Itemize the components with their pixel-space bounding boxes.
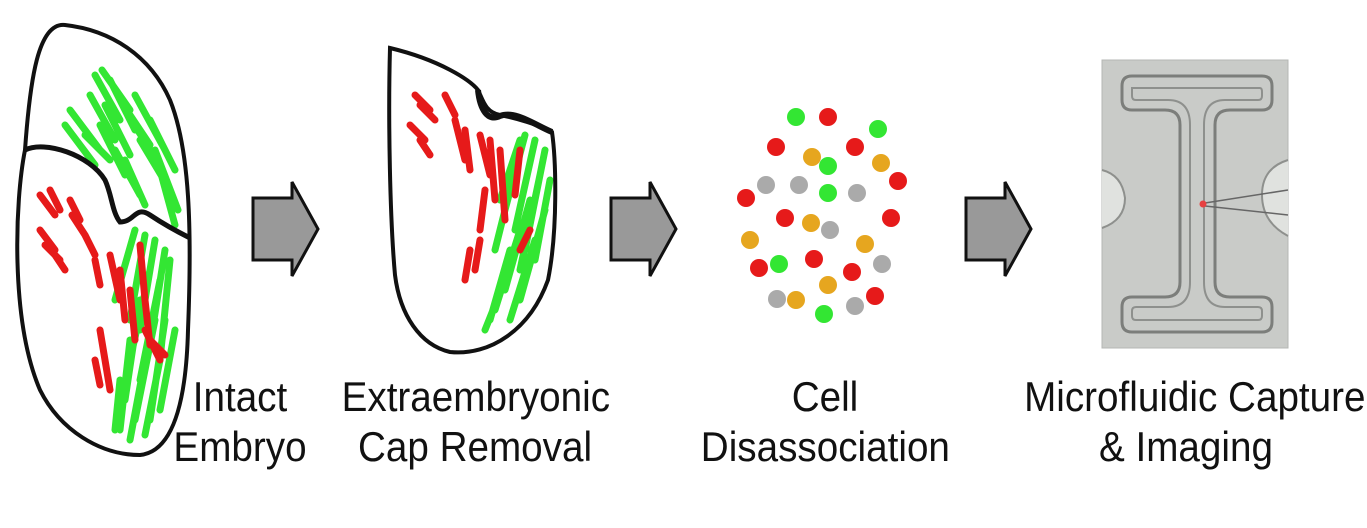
captured-cell <box>1199 200 1207 208</box>
intact-embryo-outline <box>15 22 192 458</box>
cap-boundary-line <box>23 144 192 241</box>
caption-cell-disassociation-line2: Disassociation <box>700 423 950 470</box>
dissociated-cells <box>737 108 907 323</box>
caption-cap-removal-line2: Cap Removal <box>357 423 593 470</box>
caption-cap-removal-line1: Extraembryonic <box>341 373 611 420</box>
cap-removal-red-cells <box>406 91 534 284</box>
caption-intact-embryo-line1: Intact <box>192 373 288 420</box>
caption-intact-embryo: Intact Embryo <box>157 372 323 472</box>
process-arrow-1 <box>251 181 320 277</box>
caption-intact-embryo-line2: Embryo <box>173 423 307 470</box>
process-arrow-3 <box>964 181 1033 277</box>
caption-cap-removal: Extraembryonic Cap Removal <box>341 372 611 472</box>
microfluidic-chip-image <box>1101 59 1289 349</box>
caption-microfluidic-line2: & Imaging <box>1099 423 1273 470</box>
channel-inner <box>1131 87 1263 321</box>
right-port <box>1260 159 1289 237</box>
cap-removal-illustration <box>387 45 558 355</box>
left-port <box>1101 169 1127 229</box>
intact-embryo-illustration <box>15 22 192 458</box>
process-arrow-2 <box>609 181 678 277</box>
caption-cell-disassociation-line1: Cell <box>791 373 859 420</box>
embryo-red-cells <box>36 186 169 394</box>
channel-outer <box>1120 74 1274 334</box>
cut-edge-line <box>475 89 554 135</box>
capture-needle <box>1204 189 1289 216</box>
caption-cell-disassociation: Cell Disassociation <box>700 372 950 472</box>
caption-microfluidic-line1: Microfluidic Capture <box>1024 373 1366 420</box>
caption-microfluidic: Microfluidic Capture & Imaging <box>1024 372 1366 472</box>
